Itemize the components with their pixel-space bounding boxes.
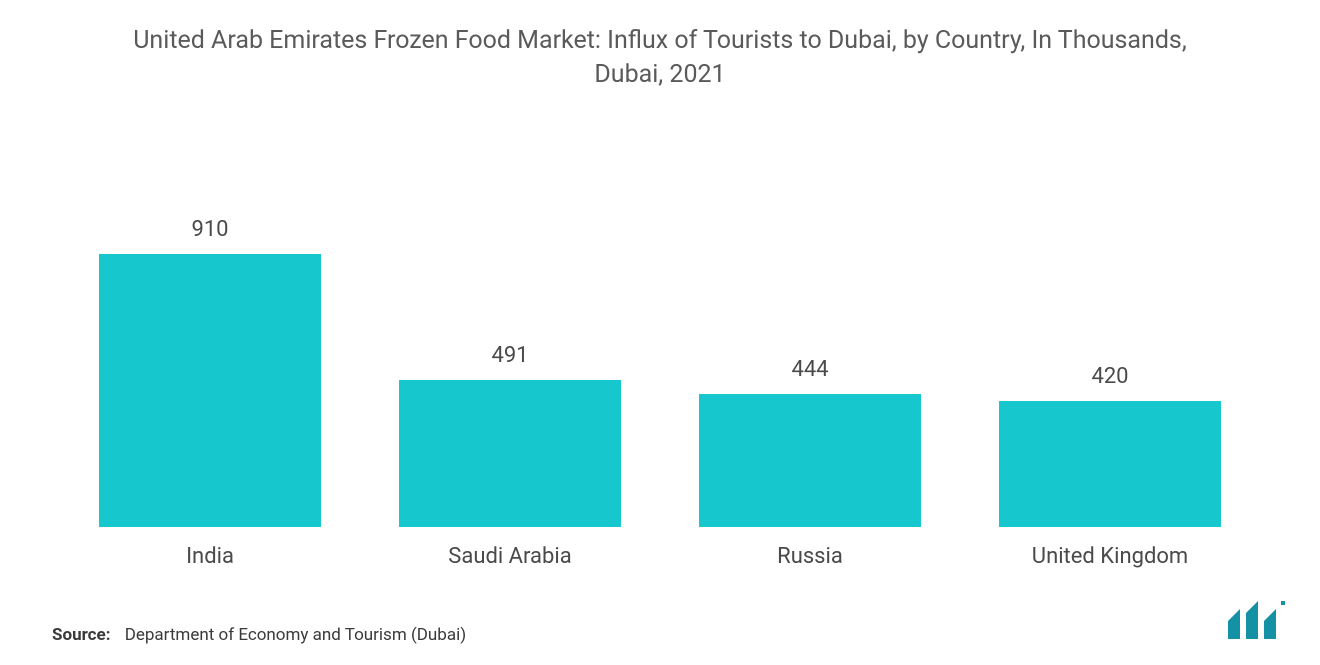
source-text: Department of Economy and Tourism (Dubai… — [125, 625, 466, 645]
chart-title: United Arab Emirates Frozen Food Market:… — [40, 24, 1280, 102]
x-label: India — [78, 544, 342, 569]
x-axis-labels: India Saudi Arabia Russia United Kingdom — [40, 528, 1280, 569]
logo-icon — [1226, 599, 1292, 641]
bar — [699, 394, 921, 527]
bar-value-label: 444 — [791, 357, 828, 382]
x-label: United Kingdom — [978, 544, 1242, 569]
chart-container: United Arab Emirates Frozen Food Market:… — [0, 0, 1320, 665]
source-label: Source: — [52, 625, 110, 645]
bar-group: 420 — [978, 364, 1242, 527]
bar-group: 444 — [678, 357, 942, 527]
brand-logo — [1226, 599, 1292, 645]
bar-value-label: 910 — [191, 217, 228, 242]
bar-group: 910 — [78, 217, 342, 527]
bar-value-label: 491 — [491, 343, 528, 368]
plot-area: 910 491 444 420 — [40, 102, 1280, 529]
bar-group: 491 — [378, 343, 642, 527]
bar — [999, 401, 1221, 527]
x-label: Saudi Arabia — [378, 544, 642, 569]
x-label: Russia — [678, 544, 942, 569]
source-row: Source: Department of Economy and Touris… — [40, 569, 1280, 645]
bar — [399, 380, 621, 527]
bar-value-label: 420 — [1091, 364, 1128, 389]
bar — [99, 254, 321, 527]
